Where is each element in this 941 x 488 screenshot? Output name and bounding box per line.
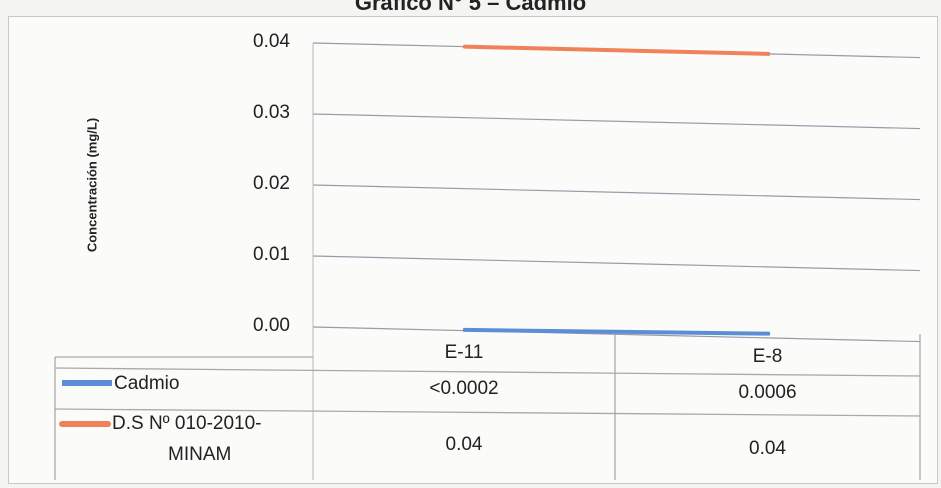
- chart-frame: [8, 16, 938, 484]
- data-label-ds-e11: 0.04: [445, 434, 483, 455]
- data-label-cadmio-e11: <0.0002: [429, 378, 499, 399]
- y-tick-label: 0.03: [253, 102, 290, 123]
- series-line-ds-010-2010-minam: [462, 44, 771, 56]
- legend-label-ds-line1: D.S Nº 010-2010-: [112, 413, 262, 434]
- series-lines: [462, 44, 771, 336]
- legend-label-ds-line2: MINAM: [168, 444, 232, 465]
- gridline: [312, 255, 921, 272]
- y-tick-label: 0.04: [253, 31, 290, 52]
- data-label-ds-e8: 0.04: [749, 438, 786, 459]
- y-tick-label: 0.00: [253, 315, 290, 336]
- gridline: [312, 326, 921, 343]
- data-label-cadmio-e8: 0.0006: [738, 382, 797, 403]
- table-row-divider: [54, 367, 921, 377]
- category-label-e11: E-11: [444, 342, 484, 363]
- legend-label-cadmio: Cadmio: [114, 373, 180, 394]
- gridlines: [312, 42, 921, 480]
- y-tick-label: 0.01: [253, 244, 290, 265]
- table-row-divider: [54, 408, 921, 417]
- gridline: [312, 113, 921, 130]
- chart-title: Gráfico N° 5 – Cadmio: [354, 0, 587, 15]
- gridline: [312, 184, 921, 201]
- category-label-e8: E-8: [752, 346, 783, 367]
- y-tick-label: 0.02: [253, 173, 290, 194]
- legend-keys: [59, 380, 112, 427]
- data-table-grid: [54, 330, 921, 480]
- series-line-cadmio: [462, 327, 771, 336]
